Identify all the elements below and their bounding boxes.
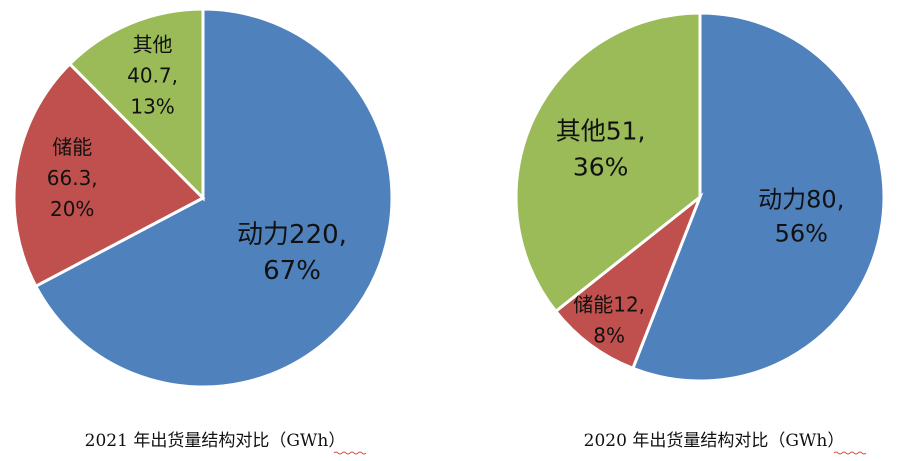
slice-label-line: 67% (263, 256, 321, 286)
slice-label-line: 36% (573, 153, 629, 182)
slice-label-line: 40.7, (127, 64, 178, 88)
slice-label-line: 其他 (133, 33, 173, 57)
pie-chart-2020: 动力80, 56% 储能12, 8% 其他51, 36% (514, 11, 886, 383)
slice-label-line: 8% (593, 323, 625, 347)
caption-2020: 2020 年出货量结构对比（GWh） (584, 431, 845, 451)
pie-slice-2021-1 (12, 61, 206, 289)
slice-label-2020-0: 动力80, 56% (758, 186, 844, 248)
slice-label-line: 动力220, (237, 220, 347, 250)
slice-label-line: 动力80, (758, 186, 844, 214)
slice-label-line: 储能 (52, 135, 92, 159)
slice-label-line: 66.3, (47, 166, 98, 190)
pie-slice-2020-0 (630, 11, 886, 383)
slice-label-line: 其他51, (556, 117, 646, 146)
pie-slice-2020-2 (514, 11, 702, 314)
slice-label-2020-1: 储能12, 8% (573, 292, 645, 347)
slice-label-line: 储能12, (573, 292, 645, 316)
slice-label-line: 13% (130, 95, 174, 119)
caption-2021: 2021 年出货量结构对比（GWh） (85, 431, 346, 451)
slice-label-2020-2: 其他51, 36% (556, 117, 646, 182)
pie-chart-2021: 动力220, 67% 储能 66.3, 20% 其他 40.7, 13% (12, 7, 394, 389)
pie-slice-2020-1 (553, 192, 704, 371)
spellcheck-underline-2021 (333, 451, 367, 455)
pie-slice-2021-0 (33, 7, 394, 389)
slice-label-2021-2: 其他 40.7, 13% (127, 33, 178, 119)
slice-label-line: 20% (50, 197, 94, 221)
slice-label-2021-1: 储能 66.3, 20% (47, 135, 98, 221)
slice-label-line: 56% (775, 220, 828, 248)
spellcheck-underline-2020 (833, 451, 867, 455)
slice-label-2021-0: 动力220, 67% (237, 220, 347, 286)
pie-slice-2021-2 (67, 7, 205, 202)
